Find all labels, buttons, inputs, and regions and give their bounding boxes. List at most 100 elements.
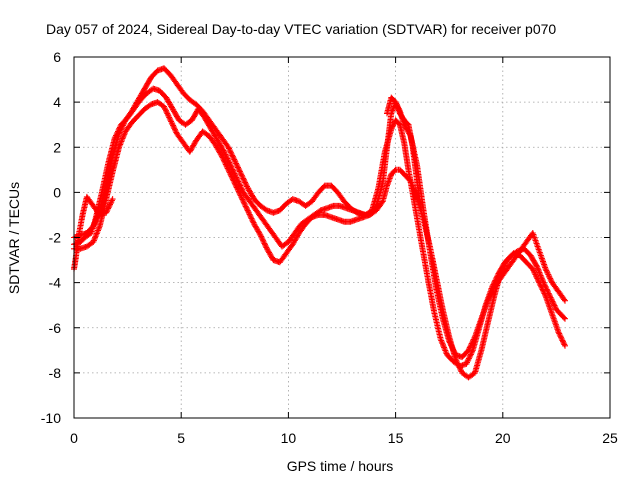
- data-point: [182, 92, 185, 94]
- data-point: [169, 119, 172, 122]
- data-point: [150, 103, 153, 106]
- data-point: [137, 114, 140, 117]
- data-point: [536, 265, 539, 268]
- data-point: [429, 250, 431, 252]
- data-point: [525, 241, 528, 243]
- data-point: [394, 101, 397, 104]
- data-point: [278, 209, 281, 212]
- data-point: [512, 252, 515, 255]
- data-point: [544, 295, 547, 298]
- data-point: [319, 209, 322, 212]
- data-point: [381, 200, 384, 203]
- data-point: [403, 173, 406, 176]
- axis-ticks: 0 5 10 15 20 25 -10 -8 -6 -4 -2 0 2 4 6: [41, 49, 618, 446]
- data-point: [349, 220, 352, 223]
- x-tick-label: 0: [70, 430, 78, 446]
- y-tick-label: -6: [49, 320, 62, 336]
- data-point: [195, 139, 198, 142]
- data-point: [531, 268, 534, 270]
- data-point: [531, 232, 534, 234]
- data-point: [519, 250, 521, 252]
- data-series-layer: [71, 65, 568, 381]
- data-point: [480, 317, 483, 320]
- data-point: [386, 184, 388, 187]
- data-point: [390, 173, 393, 176]
- y-tick-label: -2: [49, 230, 62, 246]
- data-point: [368, 214, 371, 216]
- data-point: [105, 182, 108, 185]
- data-point: [386, 146, 388, 149]
- data-point: [274, 236, 277, 239]
- x-tick-label: 25: [602, 430, 618, 446]
- data-point: [343, 200, 346, 203]
- data-point: [336, 218, 339, 221]
- data-point: [90, 232, 93, 234]
- data-point: [176, 83, 178, 85]
- data-point: [323, 184, 326, 187]
- data-point: [375, 205, 378, 207]
- x-tick-label: 10: [281, 430, 297, 446]
- data-point: [92, 241, 95, 243]
- data-point: [163, 67, 165, 70]
- data-point: [448, 340, 451, 343]
- data-point: [403, 141, 406, 144]
- data-point: [242, 191, 245, 194]
- data-point: [426, 277, 429, 280]
- data-point: [85, 232, 88, 234]
- data-point: [398, 112, 401, 115]
- grid-lines: [74, 57, 610, 418]
- data-point: [92, 205, 95, 207]
- data-point: [291, 198, 294, 201]
- data-point: [285, 252, 288, 255]
- data-point: [323, 214, 326, 216]
- data-point: [253, 198, 255, 201]
- data-point: [221, 155, 223, 158]
- data-point: [165, 96, 168, 99]
- data-point: [420, 241, 423, 243]
- data-point: [561, 315, 564, 318]
- data-point: [201, 130, 204, 133]
- data-point: [557, 331, 560, 334]
- data-point: [493, 286, 496, 289]
- data-point: [278, 261, 281, 264]
- series-track-2: [71, 99, 568, 381]
- data-point: [287, 241, 290, 243]
- data-point: [403, 119, 406, 122]
- data-point: [130, 121, 133, 124]
- data-point: [85, 195, 88, 198]
- data-point: [75, 254, 78, 257]
- data-point: [557, 290, 560, 293]
- data-point: [465, 362, 468, 365]
- data-point: [304, 205, 307, 207]
- data-point: [124, 130, 127, 133]
- data-point: [105, 198, 108, 201]
- series-markers: [71, 99, 568, 381]
- data-point: [390, 96, 393, 99]
- data-point: [564, 344, 566, 347]
- y-tick-label: -8: [49, 365, 62, 381]
- data-point: [349, 207, 352, 210]
- data-point: [467, 349, 470, 352]
- data-point: [362, 214, 365, 216]
- data-point: [163, 105, 165, 108]
- data-point: [150, 76, 153, 79]
- data-point: [304, 223, 307, 225]
- data-point: [416, 180, 418, 182]
- data-point: [188, 98, 191, 101]
- data-point: [152, 87, 155, 90]
- data-point: [330, 184, 333, 187]
- data-point: [81, 214, 84, 216]
- data-point: [293, 232, 296, 234]
- x-tick-label: 20: [495, 430, 511, 446]
- data-point: [407, 168, 410, 171]
- data-point: [435, 288, 438, 291]
- data-point: [332, 205, 335, 207]
- data-point: [381, 182, 384, 185]
- data-point: [345, 207, 348, 210]
- data-point: [240, 195, 243, 198]
- data-point: [216, 139, 219, 142]
- data-point: [233, 182, 236, 185]
- data-point: [85, 245, 88, 248]
- data-point: [145, 92, 148, 94]
- data-point: [454, 353, 457, 356]
